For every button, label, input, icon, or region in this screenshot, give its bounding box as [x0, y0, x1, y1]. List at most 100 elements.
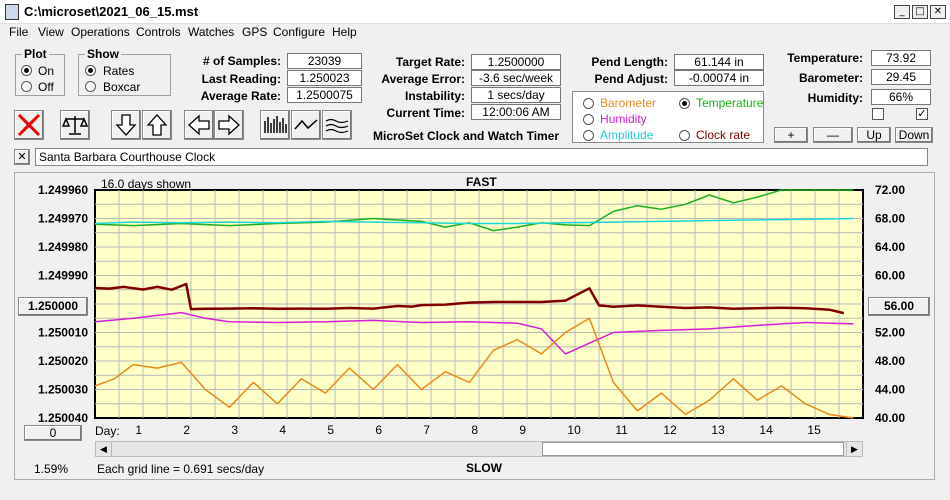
line-graph-button[interactable] [291, 110, 321, 140]
balance-scale-icon [61, 116, 89, 135]
instability-value: 1 secs/day [471, 87, 561, 103]
y-right-tick-label: 68.00 [875, 212, 905, 226]
average-error-label: Average Error: [381, 72, 465, 86]
menu-view[interactable]: View [38, 25, 64, 39]
up-arrow-button[interactable] [142, 110, 172, 140]
left-value-button[interactable]: 1.250000 [18, 297, 88, 316]
sensor-humidity-radio[interactable] [583, 114, 594, 125]
percent-label: 1.59% [34, 462, 69, 476]
show-boxcar-radio[interactable] [85, 81, 96, 92]
down-arrow-button[interactable] [111, 110, 141, 140]
plot-on-radio[interactable] [21, 65, 32, 76]
y-left-tick-label: 1.250040 [38, 411, 88, 425]
x-tick-label: 13 [711, 423, 725, 437]
scale-button[interactable] [60, 110, 90, 140]
checkbox-right[interactable]: ✓ [916, 108, 928, 120]
sensor-amplitude-label: Amplitude [600, 128, 654, 142]
plot-group-title: Plot [22, 47, 49, 61]
up-button[interactable]: Up [857, 127, 891, 143]
scroll-thumb[interactable] [542, 442, 844, 456]
menu-operations[interactable]: Operations [71, 25, 130, 39]
days-shown-label: 16.0 days shown [101, 177, 192, 191]
grid-note-label: Each grid line = 0.691 secs/day [97, 462, 265, 476]
app-icon[interactable] [5, 4, 19, 20]
sensor-humidity-label: Humidity [600, 112, 647, 126]
plot-off-label: Off [38, 80, 54, 94]
stop-button[interactable] [14, 110, 44, 140]
red-x-icon [17, 113, 41, 137]
series-line-humidity [94, 311, 854, 355]
plus-button[interactable]: + [774, 127, 808, 143]
close-button[interactable]: ✕ [930, 5, 946, 19]
current-time-value: 12:00:06 AM [471, 104, 561, 120]
minimize-button[interactable]: _ [894, 5, 910, 19]
minus-button[interactable]: — [813, 127, 853, 143]
arrow-up-icon [146, 114, 168, 136]
x-tick-label: 10 [567, 423, 581, 437]
temperature-label: Temperature: [787, 51, 863, 65]
y-right-tick-label: 44.00 [875, 383, 905, 397]
sensor-amplitude-radio[interactable] [583, 130, 594, 141]
arrow-left-icon [188, 114, 210, 136]
right-arrow-button[interactable] [214, 110, 244, 140]
x-tick-label: 3 [231, 423, 238, 437]
y-left-tick-label: 1.249970 [38, 212, 88, 226]
y-right-tick-label: 52.00 [875, 326, 905, 340]
y-left-tick-label: 1.250030 [38, 383, 88, 397]
x-axis: 1 2 3 4 5 6 7 8 9 10 11 12 13 14 15 [135, 423, 821, 437]
window-title: C:\microset\2021_06_15.mst [24, 4, 199, 19]
slow-label: SLOW [466, 461, 502, 475]
checkbox-left[interactable] [872, 108, 884, 120]
barometer-value: 29.45 [871, 69, 931, 85]
x-tick-label: 7 [423, 423, 430, 437]
x-tick-label: 11 [615, 423, 628, 437]
y-left-tick-label: 1.249980 [38, 240, 88, 254]
sensor-clockrate-radio[interactable] [679, 130, 690, 141]
sensor-barometer-radio[interactable] [583, 98, 594, 109]
humidity-label: Humidity: [807, 91, 863, 105]
maximize-button[interactable]: □ [912, 5, 928, 19]
sensor-temperature-radio[interactable] [679, 98, 690, 109]
zero-button[interactable]: 0 [24, 425, 82, 441]
x-tick-label: 8 [471, 423, 478, 437]
show-rates-label: Rates [103, 64, 135, 78]
show-rates-radio[interactable] [85, 65, 96, 76]
sensor-temperature-label: Temperature [696, 96, 764, 110]
arrow-down-icon [115, 114, 137, 136]
instability-label: Instability: [404, 89, 465, 103]
scroll-right-icon[interactable]: ▶ [846, 442, 862, 456]
bar-histogram-icon [264, 116, 287, 133]
menu-watches[interactable]: Watches [188, 25, 235, 39]
sensor-clockrate-label: Clock rate [696, 128, 751, 142]
clock-name-input[interactable]: Santa Barbara Courthouse Clock [35, 148, 928, 166]
boxcar-graph-button[interactable] [322, 110, 352, 140]
menu-help[interactable]: Help [332, 25, 357, 39]
y-right-tick-label: 64.00 [875, 240, 905, 254]
average-rate-label: Average Rate: [200, 89, 281, 103]
samples-value: 23039 [287, 53, 362, 69]
left-arrow-button[interactable] [184, 110, 214, 140]
menu-gps[interactable]: GPS [242, 25, 268, 39]
down-button[interactable]: Down [895, 127, 933, 143]
target-rate-label: Target Rate: [395, 55, 465, 69]
clear-clock-button[interactable]: ✕ [14, 149, 30, 165]
histogram-button[interactable] [260, 110, 290, 140]
x-tick-label: 14 [759, 423, 773, 437]
show-group: Show Rates Boxcar [78, 47, 171, 96]
humidity-value: 66% [871, 89, 931, 105]
y-right-tick-label: 40.00 [875, 411, 905, 425]
pend-adjust-value: -0.00074 in [674, 70, 764, 86]
pend-length-label: Pend Length: [591, 55, 668, 69]
menu-controls[interactable]: Controls [136, 25, 181, 39]
menu-file[interactable]: File [9, 25, 29, 39]
y-left-tick-label: 1.250010 [38, 326, 88, 340]
plot-off-radio[interactable] [21, 81, 32, 92]
app-name-label: MicroSet Clock and Watch Timer [373, 129, 560, 143]
sensor-selector: Barometer Temperature Humidity Amplitude… [572, 91, 764, 143]
right-value-button[interactable]: 56.00 [868, 297, 930, 316]
plot-on-label: On [38, 64, 55, 78]
menu-configure[interactable]: Configure [273, 25, 326, 39]
scroll-left-icon[interactable]: ◀ [96, 442, 112, 456]
chart-scrollbar[interactable]: ◀ ▶ [95, 441, 863, 457]
